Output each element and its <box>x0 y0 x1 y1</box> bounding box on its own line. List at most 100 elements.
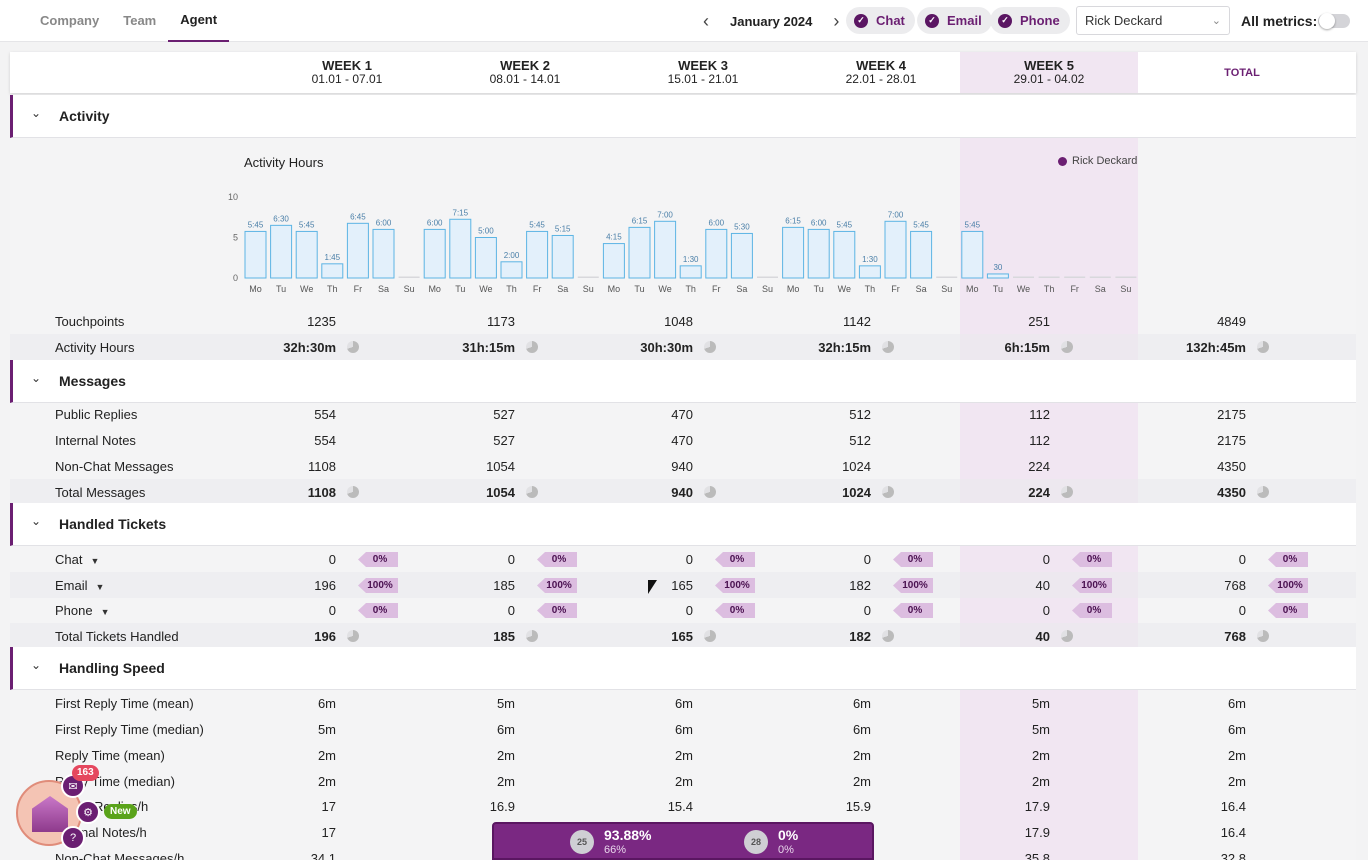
pie-chart-icon[interactable] <box>704 341 716 353</box>
agent-select[interactable]: Rick Deckard ⌄ <box>1076 6 1230 35</box>
chart-bar[interactable] <box>730 232 753 279</box>
chevron-down-icon[interactable]: ⌄ <box>31 514 42 528</box>
pie-chart-icon[interactable] <box>526 630 538 642</box>
chart-bar[interactable] <box>270 224 293 279</box>
tab-agent[interactable]: Agent <box>168 0 230 42</box>
pie-chart-icon[interactable] <box>526 341 538 353</box>
row-value: 251 <box>1028 314 1050 329</box>
all-metrics-toggle[interactable] <box>1318 13 1350 29</box>
chart-bar[interactable] <box>628 226 651 279</box>
chart-bar[interactable] <box>244 230 267 279</box>
chart-bar[interactable] <box>551 234 574 279</box>
channel-chip-email[interactable]: ✓ Email <box>917 7 992 34</box>
chart-bar[interactable] <box>884 220 907 279</box>
chevron-left-icon[interactable]: ‹ <box>703 10 709 31</box>
row-label: Total Tickets Handled <box>55 629 179 644</box>
chart-bar[interactable] <box>679 265 702 279</box>
percentage-badge: 100% <box>715 578 755 593</box>
chart-bar[interactable] <box>577 276 599 279</box>
pie-chart-icon[interactable] <box>347 630 359 642</box>
pie-chart-icon[interactable] <box>1061 486 1073 498</box>
chevron-down-icon[interactable]: ⌄ <box>31 658 42 672</box>
chart-bar[interactable] <box>526 230 549 279</box>
chart-bar[interactable] <box>705 228 728 279</box>
pie-chart-icon[interactable] <box>882 486 894 498</box>
pie-chart-icon[interactable] <box>1061 341 1073 353</box>
x-tick-label: Sa <box>916 284 927 294</box>
chevron-down-icon[interactable]: ⌄ <box>31 106 42 120</box>
pie-chart-icon[interactable] <box>882 630 894 642</box>
pie-chart-icon[interactable] <box>526 486 538 498</box>
table-row: Public Replies/h 17 16.9 15.4 15.9 17.9 16.4 <box>10 793 1356 819</box>
chart-bar[interactable] <box>1013 276 1034 279</box>
chart-bar[interactable] <box>398 276 420 279</box>
row-value: 1024 <box>842 459 871 474</box>
pie-chart-icon[interactable] <box>347 341 359 353</box>
chart-bar[interactable] <box>757 276 778 279</box>
chart-bar[interactable] <box>833 230 856 279</box>
chart-bar[interactable] <box>986 273 1009 279</box>
bar-value-label: 1:45 <box>325 253 341 262</box>
channel-chip-chat[interactable]: ✓ Chat <box>846 7 915 34</box>
chart-bar[interactable] <box>449 218 472 279</box>
x-tick-label: Th <box>327 284 338 294</box>
chart-bar[interactable] <box>1038 276 1060 279</box>
pie-chart-icon[interactable] <box>1257 341 1269 353</box>
caret-down-icon[interactable]: ▼ <box>95 582 105 592</box>
row-label: Touchpoints <box>55 314 125 329</box>
week-column-header: WEEK 1 01.01 - 07.01 <box>258 52 436 93</box>
chevron-down-icon[interactable]: ⌄ <box>31 371 42 385</box>
channel-chip-phone[interactable]: ✓ Phone <box>990 7 1070 34</box>
chart-bar[interactable] <box>346 222 369 279</box>
x-tick-label: Fr <box>533 284 542 294</box>
x-tick-label: Th <box>685 284 696 294</box>
section-header-activity[interactable]: ⌄ Activity <box>10 95 1356 138</box>
pie-chart-icon[interactable] <box>704 486 716 498</box>
pie-chart-icon[interactable] <box>347 486 359 498</box>
chart-bar[interactable] <box>500 261 523 279</box>
pie-chart-icon[interactable] <box>1257 630 1269 642</box>
table-row: First Reply Time (median) 5m 6m 6m 6m 5m 6m <box>10 716 1356 742</box>
week-range: 29.01 - 04.02 <box>1013 72 1085 86</box>
x-tick-label: Sa <box>736 284 747 294</box>
row-value: 16.4 <box>1220 799 1246 814</box>
section-header-messages[interactable]: ⌄ Messages <box>10 360 1356 403</box>
week-title: WEEK 4 <box>856 58 906 73</box>
channel-chip-label: Email <box>947 13 982 28</box>
row-value: 17 <box>321 825 336 840</box>
pie-chart-icon[interactable] <box>882 341 894 353</box>
tab-company[interactable]: Company <box>40 13 100 28</box>
chart-bar[interactable] <box>782 226 805 279</box>
table-row: Touchpoints 1235 1173 1048 1142 251 4849 <box>10 308 1356 334</box>
caret-down-icon[interactable]: ▼ <box>100 607 110 617</box>
chart-bar[interactable] <box>654 220 677 279</box>
chart-bar[interactable] <box>936 276 958 279</box>
caret-down-icon[interactable]: ▼ <box>90 556 100 566</box>
pie-chart-icon[interactable] <box>1257 486 1269 498</box>
chevron-right-icon[interactable]: › <box>833 10 840 31</box>
help-icon[interactable]: ? <box>61 826 85 850</box>
chart-bar[interactable] <box>1064 276 1086 279</box>
row-label: Non-Chat Messages/h <box>55 851 185 860</box>
chart-bar[interactable] <box>910 230 933 279</box>
percentage-badge: 0% <box>1268 552 1308 567</box>
chart-bar[interactable] <box>961 230 984 279</box>
section-header-handled[interactable]: ⌄ Handled Tickets <box>10 503 1356 546</box>
chart-bar[interactable] <box>858 265 881 279</box>
tab-team[interactable]: Team <box>123 13 157 28</box>
chart-bar[interactable] <box>474 237 497 279</box>
section-header-speed[interactable]: ⌄ Handling Speed <box>10 647 1356 690</box>
chart-bar[interactable] <box>807 228 830 279</box>
pie-chart-icon[interactable] <box>704 630 716 642</box>
chart-bar[interactable] <box>372 228 395 279</box>
chart-bar[interactable] <box>1115 276 1137 279</box>
chart-bar[interactable] <box>295 230 318 279</box>
gear-icon[interactable]: ⚙ <box>76 800 100 824</box>
score-bar[interactable]: 25 93.88% 66% 28 0% 0% <box>492 822 874 860</box>
chart-bar[interactable] <box>423 228 446 279</box>
chart-bar[interactable] <box>602 243 625 279</box>
chart-bar[interactable] <box>321 263 344 279</box>
chart-bar[interactable] <box>1089 276 1111 279</box>
pie-chart-icon[interactable] <box>1061 630 1073 642</box>
row-value: 0 <box>1238 603 1246 618</box>
